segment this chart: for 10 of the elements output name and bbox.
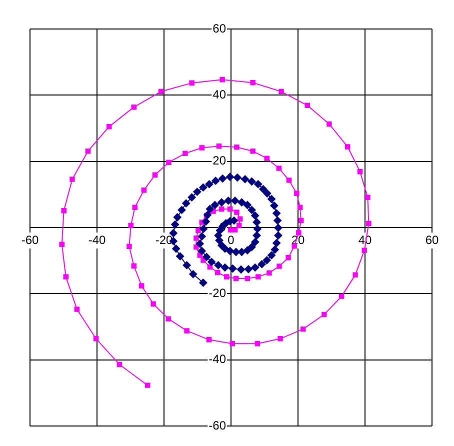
y-tick-label: 40 bbox=[212, 87, 226, 102]
x-tick-label: -40 bbox=[88, 232, 106, 247]
y-tick-label: -40 bbox=[208, 352, 226, 366]
y-tick-label: -20 bbox=[208, 286, 226, 300]
y-tick-label: 60 bbox=[212, 21, 226, 36]
y-tick-label: -60 bbox=[208, 418, 226, 432]
x-tick-label: 0 bbox=[228, 232, 235, 247]
x-tick-label: 60 bbox=[425, 232, 439, 247]
y-tick-label: 20 bbox=[212, 154, 226, 168]
x-tick-label: -60 bbox=[21, 232, 39, 247]
